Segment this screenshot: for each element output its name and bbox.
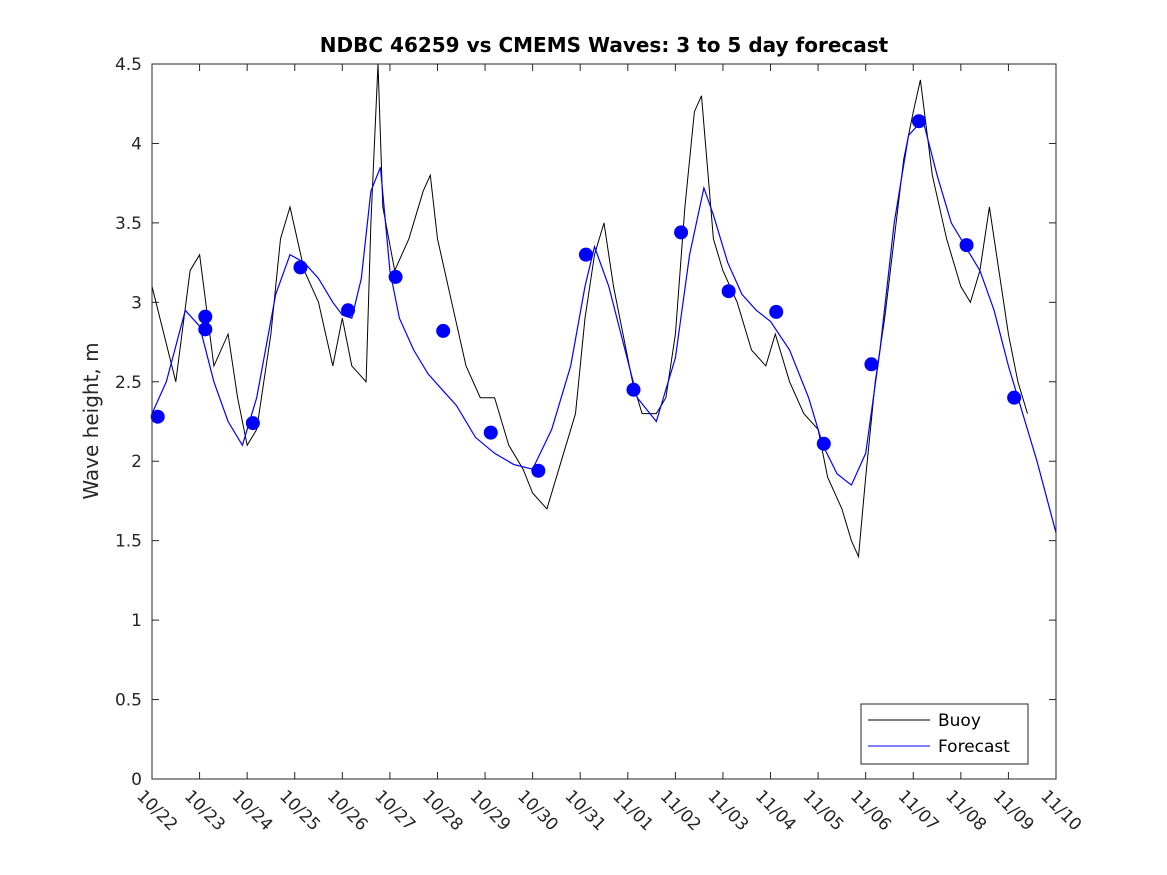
y-tick-label: 0: [131, 770, 142, 790]
forecast-marker: [864, 357, 879, 372]
forecast-marker: [578, 247, 593, 262]
forecast-marker: [959, 238, 974, 253]
forecast-marker: [674, 225, 689, 240]
forecast-marker: [198, 309, 213, 324]
forecast-marker: [531, 463, 546, 478]
forecast-marker: [1007, 390, 1022, 405]
series-forecast-line: [151, 118, 1057, 533]
y-tick-label: 1.5: [115, 532, 142, 552]
forecast-marker: [816, 436, 831, 451]
y-tick-label: 1: [131, 611, 142, 631]
y-tick-label: 4.5: [115, 55, 142, 75]
plot-area: [152, 64, 1056, 779]
forecast-marker: [245, 416, 260, 431]
forecast-marker: [293, 260, 308, 275]
forecast-marker: [436, 323, 451, 338]
plot-frame: [151, 63, 1057, 780]
forecast-marker: [626, 382, 641, 397]
legend-box: [860, 703, 1029, 765]
forecast-marker: [150, 409, 165, 424]
forecast-marker: [769, 304, 784, 319]
forecast-marker: [911, 114, 926, 129]
y-axis: 0 0.5 1 1.5 2 2.5 3 3.5 4 4.5: [115, 55, 1056, 790]
y-tick-label: 3.5: [115, 214, 142, 234]
y-tick-label: 3: [131, 293, 142, 313]
forecast-marker: [483, 425, 498, 440]
y-tick-label: 4: [131, 134, 142, 154]
legend-buoy-label: Buoy: [938, 711, 981, 731]
legend-forecast-label: Forecast: [938, 737, 1010, 757]
y-tick-label: 2.5: [115, 373, 142, 393]
series-layer: [150, 63, 1057, 559]
forecast-marker: [721, 284, 736, 299]
y-axis-label: Wave height, m: [79, 342, 103, 499]
forecast-marker: [198, 322, 213, 337]
chart-title: NDBC 46259 vs CMEMS Waves: 3 to 5 day fo…: [320, 33, 889, 57]
y-tick-label: 0.5: [115, 691, 142, 711]
series-buoy-line: [151, 63, 1028, 559]
forecast-marker: [341, 303, 356, 318]
y-tick-label: 2: [131, 452, 142, 472]
legend: Buoy Forecast: [860, 703, 1029, 765]
forecast-marker: [388, 269, 403, 284]
